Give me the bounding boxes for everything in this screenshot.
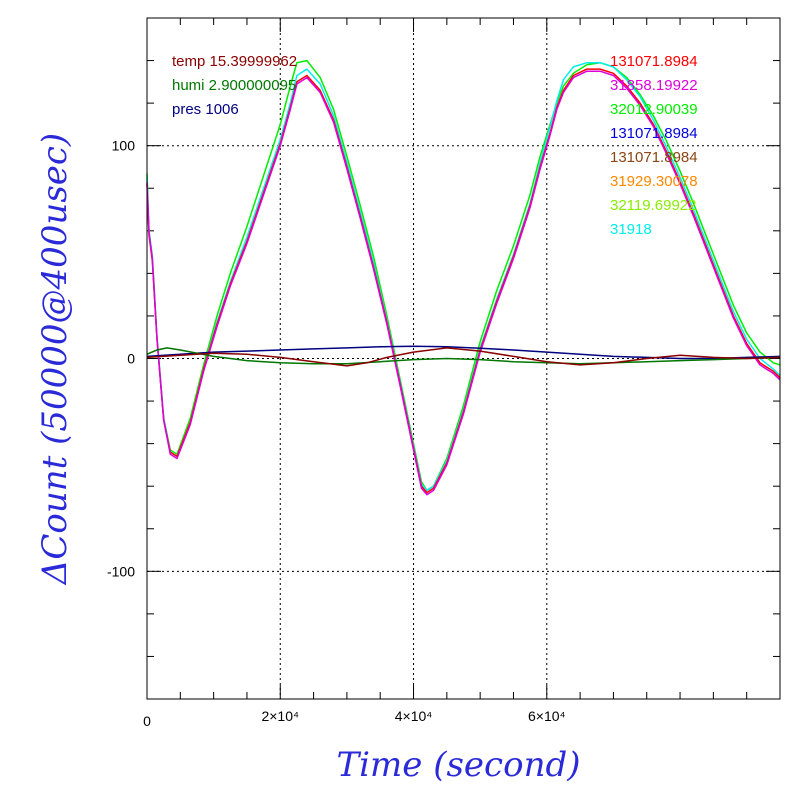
y-tick-label: -100 <box>107 563 135 579</box>
x-axis-title: Time (second) <box>337 745 581 785</box>
legend-left-entry: pres 1006 <box>172 101 239 118</box>
series-line-4 <box>146 70 781 496</box>
legend-left-entry: temp 15.39999962 <box>172 53 297 70</box>
legend-right-entry: 32012.90039 <box>610 101 698 118</box>
legend-right: 131071.8984 31858.19922 32012.90039 131071.… <box>610 53 698 238</box>
series-line-7 <box>146 347 781 367</box>
legend-right-entry: 32119.69922 <box>610 197 696 214</box>
legend-left: temp 15.39999962 humi 2.900000095 pres 100… <box>172 53 297 118</box>
legend-left-entry: humi 2.900000095 <box>172 77 296 94</box>
x-tick-label: 6×10⁴ <box>528 708 566 724</box>
minor-ticks <box>146 17 781 700</box>
y-tick-label: 100 <box>112 138 136 154</box>
y-tick-labels: 100 0 -100 <box>107 138 135 580</box>
plot-frame <box>146 17 781 700</box>
legend-right-entry: 131071.8984 <box>610 149 698 166</box>
legend-right-entry: 131071.8984 <box>610 125 698 142</box>
x-tick-label: 2×10⁴ <box>261 708 299 724</box>
series-line-5 <box>146 345 781 360</box>
legend-right-entry: 31929.30078 <box>610 173 698 190</box>
x-tick-labels: 0 2×10⁴ 4×10⁴ 6×10⁴ <box>143 708 565 729</box>
legend-right-entry: 31858.19922 <box>610 77 698 94</box>
legend-right-entry: 131071.8984 <box>610 53 698 70</box>
data-series <box>146 59 781 496</box>
x-tick-label: 0 <box>143 713 151 729</box>
legend-right-entry: 31918 <box>610 221 652 238</box>
x-tick-label: 4×10⁴ <box>395 708 433 724</box>
y-axis-title: ΔCount (50000@400usec) <box>35 133 75 586</box>
y-tick-label: 0 <box>127 351 135 367</box>
series-line-6 <box>146 347 781 365</box>
